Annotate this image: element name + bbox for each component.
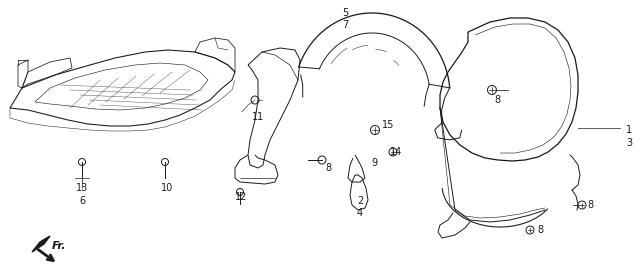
Text: 5: 5 [342,8,348,18]
Text: 15: 15 [382,120,394,130]
Text: 14: 14 [390,147,402,157]
Text: 8: 8 [537,225,543,235]
Text: 6: 6 [79,196,85,206]
Text: 2: 2 [357,196,363,206]
Text: 1: 1 [626,125,632,135]
Text: 9: 9 [371,158,377,168]
Text: 10: 10 [161,183,173,193]
Polygon shape [32,236,50,252]
Text: 8: 8 [494,95,500,105]
Text: 8: 8 [587,200,593,210]
Text: 7: 7 [342,20,348,30]
Text: 13: 13 [76,183,88,193]
Text: 12: 12 [235,192,247,202]
Text: 8: 8 [325,163,331,173]
Text: 11: 11 [252,112,264,122]
Text: Fr.: Fr. [52,241,67,251]
Text: 3: 3 [626,138,632,148]
Text: 4: 4 [357,208,363,218]
